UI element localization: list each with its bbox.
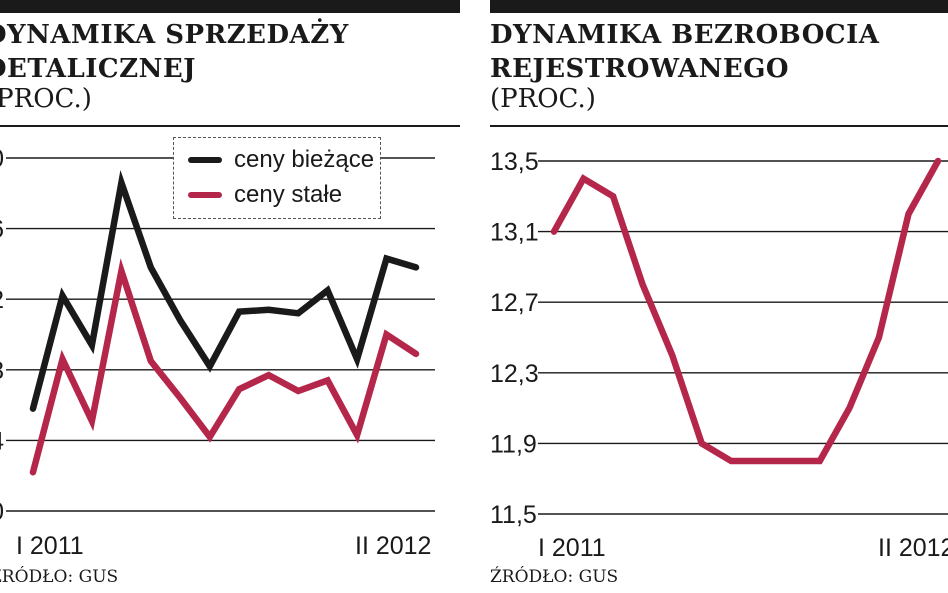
title-line: Dynamika sprzedaży [0, 20, 349, 50]
y-tick-label: 8 [0, 357, 4, 385]
chart-title: Dynamika sprzedaży detalicznej [0, 18, 460, 86]
y-tick-label: 0 [0, 498, 4, 526]
unemployment-chart: 11,5 11,9 12,3 12,7 13,1 13,5 I 2011 II 2012 [490, 148, 948, 558]
unemployment-panel: Dynamika bezrobocia rejestrowanego (proc… [490, 0, 948, 593]
legend-item-constant-prices: ceny stałe [188, 180, 342, 210]
chart-title: Dynamika bezrobocia rejestrowanego [490, 18, 948, 86]
header-bar [0, 0, 460, 13]
source-note: Źródło: GUS [0, 567, 119, 587]
y-tick-label: 11,5 [490, 501, 537, 529]
legend: ceny bieżące ceny stałe [173, 137, 381, 219]
legend-label: ceny bieżące [234, 146, 375, 173]
y-tick-label: 16 [0, 216, 4, 244]
x-tick-label: II 2012 [878, 534, 948, 558]
unit-label: (proc.) [0, 84, 92, 114]
header-bar [490, 0, 948, 13]
y-tick-label: 4 [0, 427, 4, 455]
legend-item-current-prices: ceny bieżące [188, 145, 374, 175]
x-tick-label: I 2011 [16, 532, 84, 558]
legend-label: ceny stałe [234, 181, 343, 208]
y-tick-label: 12 [0, 286, 4, 314]
y-tick-label: 13,1 [490, 219, 539, 247]
x-tick-label: II 2012 [355, 532, 431, 558]
title-rule [490, 125, 948, 127]
title-rule [0, 125, 460, 127]
retail-sales-panel: Dynamika sprzedaży detalicznej (proc.) 0… [0, 0, 460, 593]
legend-swatch [188, 192, 222, 198]
y-tick-label: 13,5 [490, 148, 539, 176]
y-tick-label: 11,9 [490, 430, 537, 458]
series-line [550, 157, 942, 465]
x-tick-label: I 2011 [538, 534, 606, 558]
title-line: Dynamika bezrobocia [490, 20, 880, 50]
title-line: rejestrowanego [490, 54, 790, 84]
legend-swatch [188, 157, 222, 163]
series-line [29, 169, 420, 412]
retail-sales-chart: 0 4 8 12 16 20 I 2011 II 2012 [0, 145, 435, 558]
title-line: detalicznej [0, 54, 196, 84]
series-line [29, 258, 420, 476]
source-note: Źródło: GUS [490, 567, 619, 587]
unit-label: (proc.) [490, 84, 596, 114]
y-tick-label: 12,7 [490, 289, 539, 317]
y-tick-label: 20 [0, 145, 4, 173]
y-tick-label: 12,3 [490, 360, 539, 388]
